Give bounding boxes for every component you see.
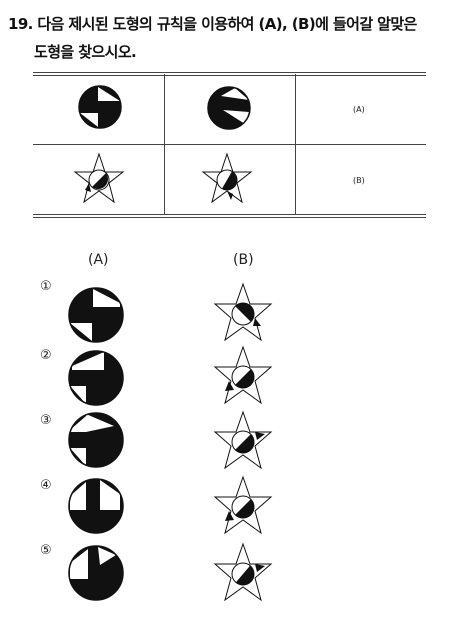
question-line-1: 19. 다음 제시된 도형의 규칙을 이용하여 (A), (B)에 들어갈 알맞… xyxy=(8,15,417,33)
choice-column-a-header: (A) xyxy=(88,252,109,268)
table-divider-1 xyxy=(164,74,165,214)
table-top-rule xyxy=(33,72,426,73)
option-5-number[interactable]: ⑤ xyxy=(40,543,52,558)
option-1-circle[interactable] xyxy=(66,285,126,345)
option-3-circle[interactable] xyxy=(66,410,126,470)
table-top-rule-inner xyxy=(33,75,426,76)
circle-figure-step-2 xyxy=(207,86,251,130)
answer-b-label: (B) xyxy=(353,176,365,185)
question-line-2: 도형을 찾으시오. xyxy=(34,43,137,61)
option-2-star[interactable] xyxy=(211,345,275,409)
option-1-number[interactable]: ① xyxy=(40,279,52,294)
option-2-number[interactable]: ② xyxy=(40,348,52,363)
option-4-number[interactable]: ④ xyxy=(40,478,52,493)
option-4-star[interactable] xyxy=(211,475,275,539)
table-divider-2 xyxy=(295,74,296,214)
question-text: 19. 다음 제시된 도형의 규칙을 이용하여 (A), (B)에 들어갈 알맞… xyxy=(8,10,453,66)
option-4-circle[interactable] xyxy=(66,476,126,536)
table-bottom-rule xyxy=(33,217,426,218)
pattern-table: (A) (B) xyxy=(33,72,426,218)
option-3-star[interactable] xyxy=(211,410,275,474)
circle-figure-step-1 xyxy=(78,85,122,129)
table-bottom-rule-inner xyxy=(33,214,426,215)
choice-column-b-header: (B) xyxy=(233,252,254,268)
option-5-circle[interactable] xyxy=(66,543,126,603)
table-middle-rule xyxy=(33,144,426,145)
option-2-circle[interactable] xyxy=(66,348,126,408)
option-3-number[interactable]: ③ xyxy=(40,413,52,428)
star-figure-step-1 xyxy=(73,152,125,204)
star-figure-step-2 xyxy=(201,152,253,204)
answer-a-label: (A) xyxy=(353,105,365,114)
option-1-star[interactable] xyxy=(211,282,275,346)
option-5-star[interactable] xyxy=(211,542,275,606)
